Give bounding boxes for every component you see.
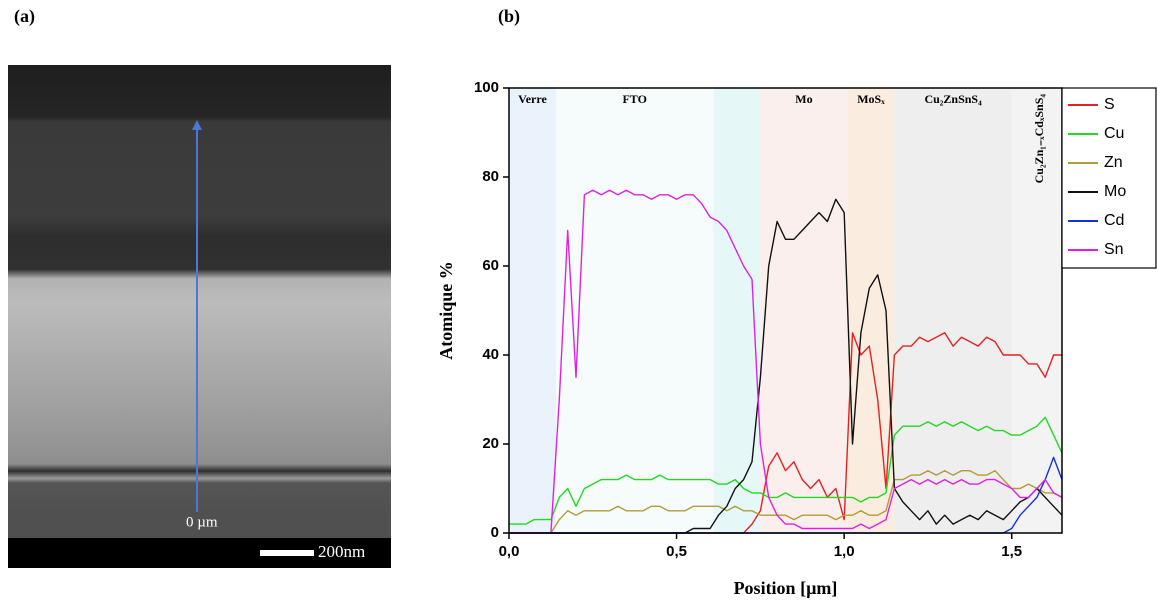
legend-label: S — [1104, 96, 1115, 113]
data-line — [509, 470, 1063, 534]
plot-frame — [508, 87, 1063, 534]
legend-label: Sn — [1104, 241, 1124, 258]
region-label: Cu₂ZnSnS₄ — [924, 92, 982, 106]
x-tick-label: 0,5 — [666, 543, 687, 560]
y-tick-label: 20 — [482, 435, 499, 452]
panel-label: (a) — [14, 6, 35, 27]
region-label: MoSₓ — [857, 92, 885, 106]
legend: S Cu Zn Mo Cd Sn — [1061, 87, 1157, 269]
region-label: Mo — [795, 92, 812, 106]
region — [509, 88, 556, 533]
region — [555, 88, 714, 533]
y-tick-label: 40 — [482, 346, 499, 363]
legend-label: Mo — [1104, 183, 1126, 200]
chart: Verre FTO Mo MoSₓ Cu₂ZnSnS₄ Cu₂Zn₁₋ₓCdₓSnS₄ 0 2… — [436, 79, 1157, 598]
x-axis-title: Position [µm] — [734, 578, 838, 598]
y-tick-label: 0 — [491, 524, 499, 541]
region-label: Cu₂Zn₁₋ₓCdₓSnS₄ — [1032, 94, 1046, 184]
scale-label: 200nm — [318, 542, 365, 561]
x-tick-label: 1,0 — [834, 543, 855, 560]
sem-image — [8, 65, 391, 540]
y-axis-title: Atomique % — [436, 261, 456, 360]
scale-strip — [8, 538, 391, 568]
scan-arrow — [192, 120, 202, 130]
data-line — [509, 416, 1063, 525]
region — [894, 88, 1012, 533]
legend-box — [1061, 87, 1157, 269]
legend-label: Cd — [1104, 212, 1124, 229]
y-tick-label: 100 — [474, 79, 499, 96]
y-tick-label: 80 — [482, 168, 499, 185]
legend-label: Cu — [1104, 125, 1124, 142]
panel-label: (b) — [498, 6, 520, 27]
origin-label: 0 µm — [186, 514, 218, 530]
region-label: FTO — [622, 92, 646, 106]
scale-bar — [260, 550, 314, 556]
region-label: Verre — [518, 92, 547, 106]
legend-label: Zn — [1104, 154, 1123, 171]
y-tick-label: 60 — [482, 257, 499, 274]
x-tick-label: 0,0 — [499, 543, 520, 560]
x-tick-label: 1,5 — [1001, 543, 1022, 560]
data-line — [509, 189, 1063, 534]
region — [760, 88, 848, 533]
micrograph: 0 µm 200nm — [8, 65, 391, 568]
